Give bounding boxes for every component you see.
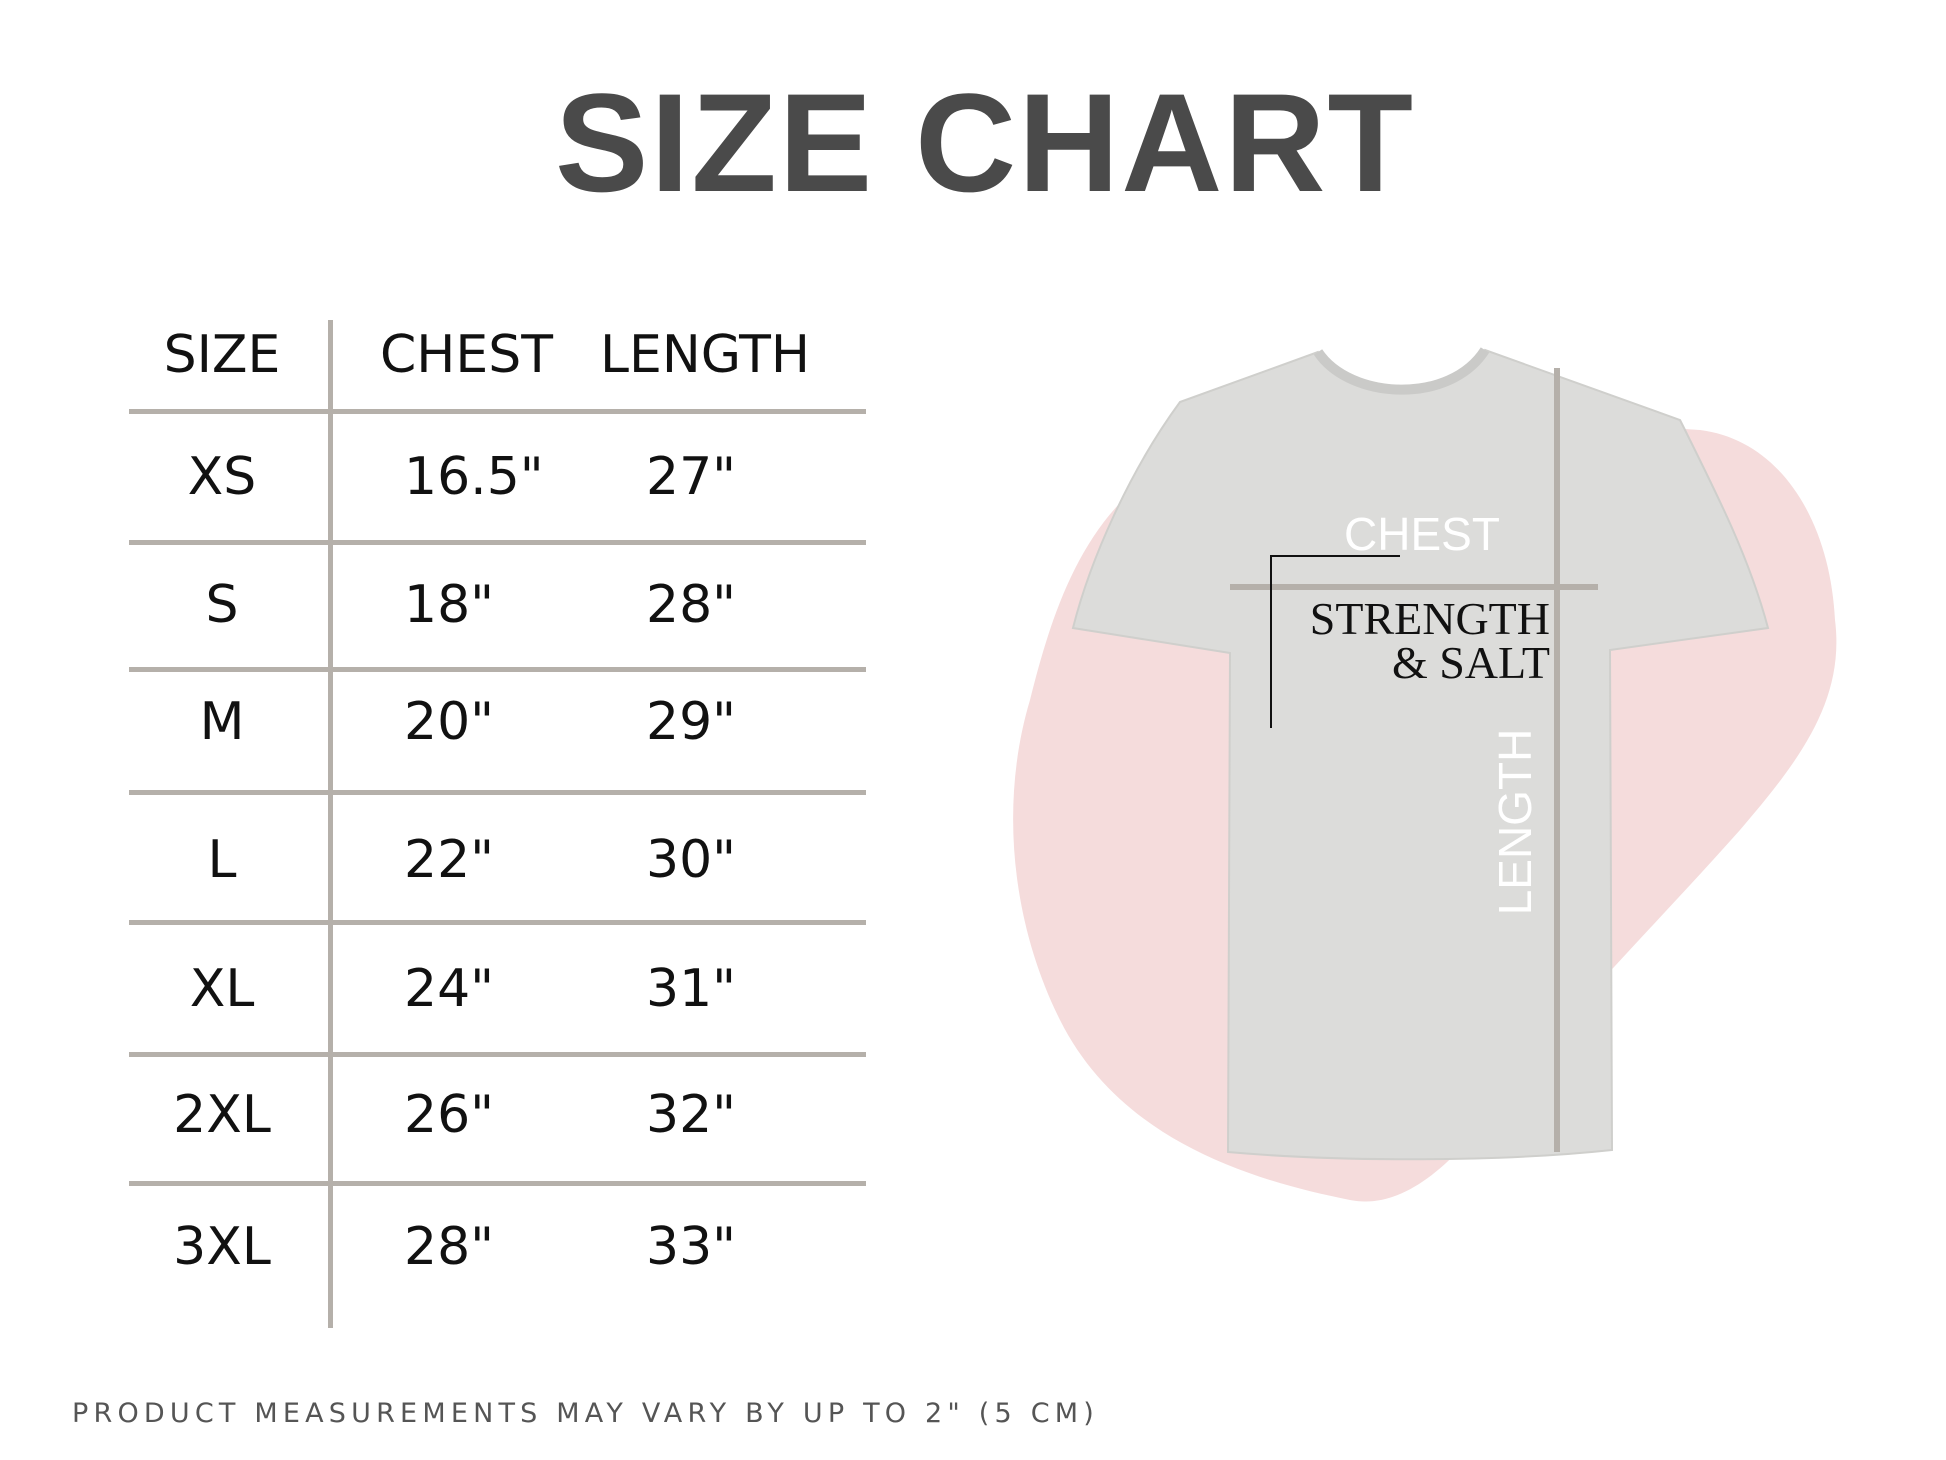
table-divider-vertical <box>328 320 333 1328</box>
table-row-divider <box>129 409 866 414</box>
cell-length: 32" <box>646 1085 737 1145</box>
length-label: LENGTH <box>1489 729 1541 916</box>
cell-size: XS <box>187 447 257 507</box>
cell-chest: 16.5" <box>404 447 544 507</box>
cell-length: 28" <box>646 575 737 635</box>
chest-label: CHEST <box>1344 508 1500 560</box>
table-row-divider <box>129 1052 866 1057</box>
table-row-divider <box>129 540 866 545</box>
print-bracket <box>1270 555 1400 728</box>
shirt-print-line1: STRENGTH <box>1310 593 1550 644</box>
cell-length: 29" <box>646 692 737 752</box>
table-row-divider <box>129 790 866 795</box>
cell-chest: 22" <box>404 830 495 890</box>
cell-size: S <box>205 575 239 635</box>
cell-size: 3XL <box>173 1217 271 1277</box>
tshirt-collar <box>1313 347 1490 395</box>
cell-chest: 18" <box>404 575 495 635</box>
cell-size: M <box>199 692 245 752</box>
cell-length: 33" <box>646 1217 737 1277</box>
cell-chest: 20" <box>404 692 495 752</box>
table-row-divider <box>129 1181 866 1186</box>
header-chest: CHEST <box>380 325 554 385</box>
chest-measure-line <box>1230 584 1598 590</box>
cell-size: L <box>207 830 237 890</box>
cell-chest: 26" <box>404 1085 495 1145</box>
cell-chest: 24" <box>404 959 495 1019</box>
table-row-divider <box>129 667 866 672</box>
page-title: SIZE CHART <box>555 64 1415 221</box>
cell-size: XL <box>189 959 255 1019</box>
table-row-divider <box>129 920 866 925</box>
cell-length: 27" <box>646 447 737 507</box>
header-length: LENGTH <box>600 325 811 385</box>
cell-length: 31" <box>646 959 737 1019</box>
header-size: SIZE <box>163 325 281 385</box>
disclaimer: PRODUCT MEASUREMENTS MAY VARY BY UP TO 2… <box>72 1398 1099 1429</box>
cell-chest: 28" <box>404 1217 495 1277</box>
cell-length: 30" <box>646 830 737 890</box>
cell-size: 2XL <box>173 1085 271 1145</box>
length-measure-line <box>1554 368 1560 1152</box>
shirt-print-line2: & SALT <box>1392 637 1550 688</box>
